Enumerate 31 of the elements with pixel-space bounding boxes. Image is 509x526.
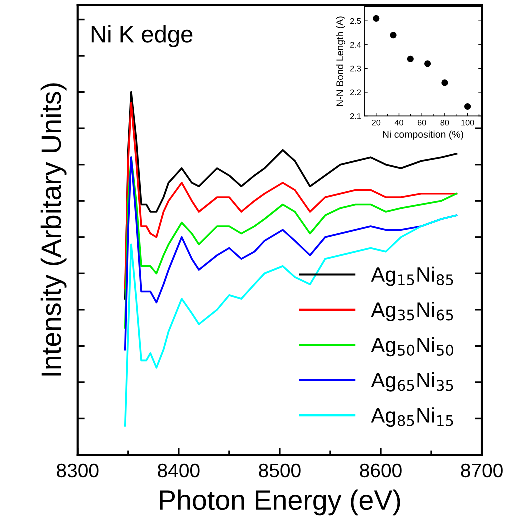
y-tick-label: 2.5 bbox=[350, 18, 362, 24]
chart-title: Ni K edge bbox=[92, 26, 193, 48]
legend-label: Ag$_{65}$Ni$_{35}$ bbox=[371, 372, 454, 392]
x-tick-label: 40 bbox=[394, 120, 404, 126]
x-tick-label: 8600 bbox=[360, 464, 402, 478]
y-tick-label: 2.1 bbox=[350, 114, 362, 120]
point bbox=[442, 80, 448, 86]
x-tick-label: 8700 bbox=[461, 464, 503, 478]
x-tick-label: 8300 bbox=[57, 464, 99, 478]
legend-label: Ag$_{50}$Ni$_{50}$ bbox=[371, 337, 454, 357]
x-tick-label: 60 bbox=[418, 120, 426, 126]
point bbox=[373, 15, 380, 22]
point bbox=[390, 32, 397, 39]
x-tick-label: 80 bbox=[440, 120, 450, 126]
y-tick-label: 2.4 bbox=[350, 42, 362, 48]
x-axis-title: Photon Energy (eV) bbox=[160, 490, 400, 516]
y-axis-title: Intensity (Arbitary Units) bbox=[40, 84, 67, 376]
legend-label: Ag$_{35}$Ni$_{65}$ bbox=[371, 302, 454, 322]
x-tick-label: 100 bbox=[462, 120, 474, 126]
point bbox=[407, 56, 414, 62]
x-tick-label: 8500 bbox=[259, 464, 301, 478]
legend-label: Ag$_{15}$Ni$_{85}$ bbox=[371, 266, 454, 286]
x-tick-label: 8400 bbox=[158, 464, 200, 478]
point bbox=[424, 60, 432, 68]
legend-label: Ag$_{85}$Ni$_{15}$ bbox=[371, 408, 454, 428]
x-tick-label: 20 bbox=[372, 120, 381, 126]
x-axis-title: Ni composition (%) bbox=[383, 130, 464, 140]
y-tick-label: 2.3 bbox=[350, 66, 362, 72]
y-tick-label: 2.2 bbox=[350, 90, 362, 96]
y-axis-title: N-N Bond Length (A) bbox=[336, 16, 346, 106]
point bbox=[464, 103, 472, 110]
